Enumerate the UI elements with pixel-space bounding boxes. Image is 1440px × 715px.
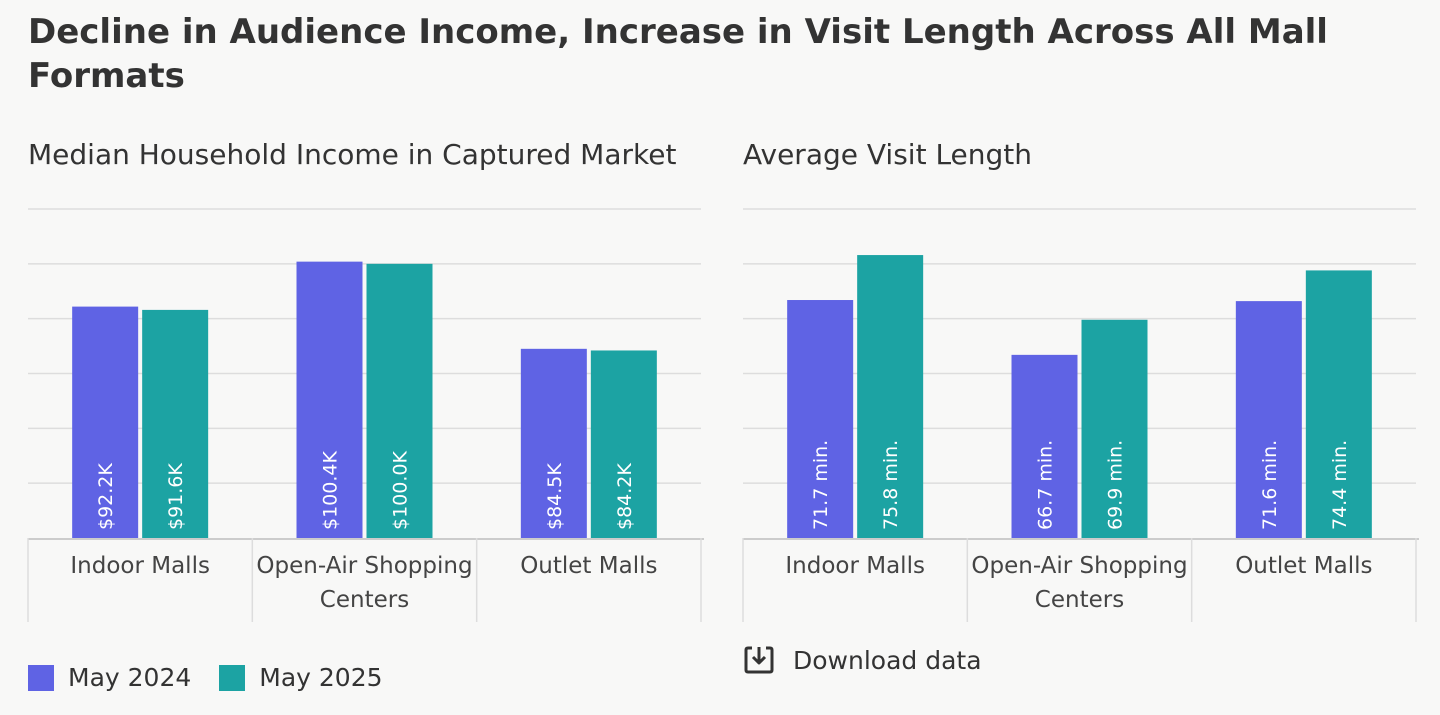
income-category-label-1: Centers (320, 587, 409, 613)
visit-bar-label-may-2024-1: 66.7 min. (1035, 440, 1057, 530)
legend: May 2024 May 2025 (28, 663, 411, 692)
download-data-button[interactable]: Download data (743, 644, 982, 676)
visit-bar-label-may-2024-2: 71.6 min. (1259, 440, 1281, 530)
download-icon (744, 646, 774, 674)
income-bar-label-may-2024-1: $100.4K (320, 451, 342, 530)
visit-category-label-2: Outlet Malls (1235, 553, 1372, 579)
income-category-label-2: Outlet Malls (520, 553, 657, 579)
download-data-label: Download data (793, 645, 982, 675)
income-bar-may-2024-2[interactable] (520, 348, 587, 538)
visit-bar-may-2024-0[interactable] (787, 300, 854, 538)
income-bar-label-may-2025-2: $84.2K (614, 463, 636, 530)
income-bar-label-may-2024-2: $84.5K (544, 463, 566, 530)
income-bar-may-2024-0[interactable] (72, 306, 139, 538)
legend-swatch-may-2024 (28, 664, 54, 691)
legend-item-may-2024[interactable]: May 2024 (28, 663, 191, 692)
income-bar-may-2025-2[interactable] (590, 350, 657, 538)
visit-length-chart: Average Visit Length 71.7 min. 75.8 min. In… (742, 138, 1419, 622)
income-category-label-1: Open-Air Shopping (256, 553, 472, 579)
income-bar-may-2025-0[interactable] (142, 309, 209, 538)
income-bar-label-may-2025-0: $91.6K (165, 463, 187, 530)
visit-bar-may-2025-0[interactable] (857, 255, 924, 538)
visit-bar-label-may-2025-1: 69.9 min. (1105, 440, 1127, 530)
visit-bar-may-2025-2[interactable] (1305, 270, 1372, 538)
visit-category-label-0: Indoor Malls (785, 553, 925, 579)
page-title: Decline in Audience Income, Increase in … (28, 12, 1328, 96)
visit-bar-may-2024-2[interactable] (1235, 301, 1302, 538)
visit-bar-label-may-2025-2: 74.4 min. (1329, 440, 1351, 530)
visit-bar-may-2025-1[interactable] (1081, 319, 1148, 538)
chart-title: Median Household Income in Captured Mark… (28, 138, 676, 171)
visit-bar-may-2024-1[interactable] (1011, 354, 1078, 538)
income-bar-may-2025-1[interactable] (366, 263, 433, 538)
legend-label-may-2024: May 2024 (68, 663, 192, 692)
visit-bar-label-may-2025-0: 75.8 min. (880, 440, 902, 530)
legend-swatch-may-2025 (219, 664, 246, 691)
visit-category-label-1: Open-Air Shopping (971, 553, 1187, 579)
legend-label-may-2025: May 2025 (259, 663, 383, 692)
visit-bar-label-may-2024-0: 71.7 min. (810, 440, 832, 530)
income-bar-label-may-2025-1: $100.0K (390, 451, 412, 530)
visit-category-label-1: Centers (1035, 587, 1124, 613)
legend-item-may-2025[interactable]: May 2025 (219, 663, 383, 692)
income-bar-may-2024-1[interactable] (296, 261, 363, 538)
income-bar-label-may-2024-0: $92.2K (95, 463, 117, 530)
income-category-label-0: Indoor Malls (70, 553, 210, 579)
chart-title: Average Visit Length (743, 138, 1032, 171)
income-chart: Median Household Income in Captured Mark… (27, 138, 704, 622)
